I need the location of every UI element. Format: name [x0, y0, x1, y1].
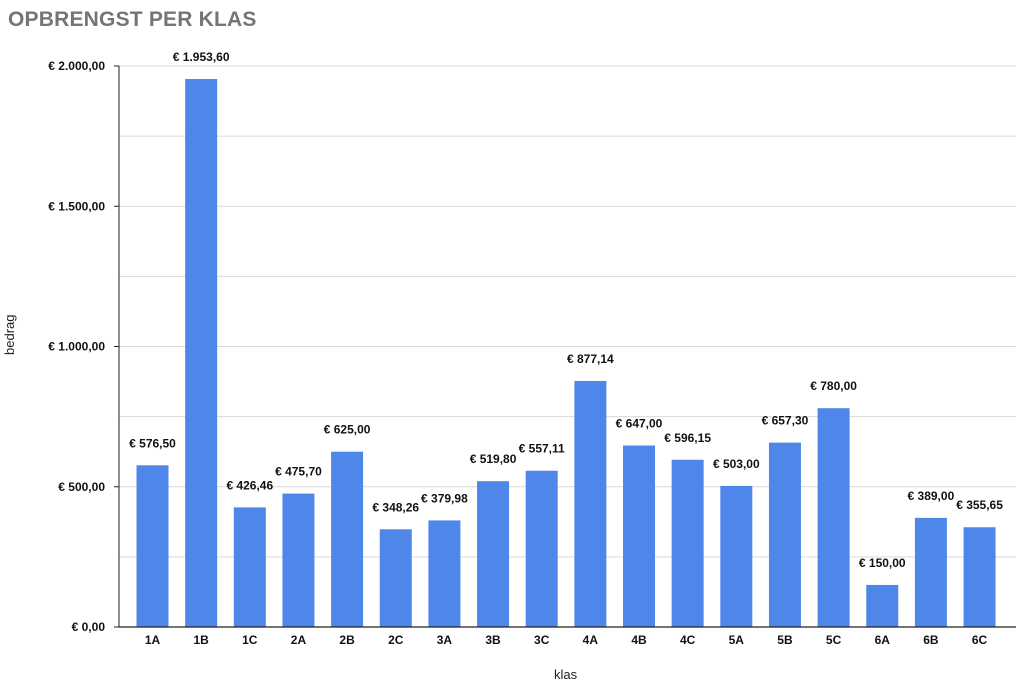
x-tick-label: 4A: [583, 633, 599, 647]
bar-1A: [136, 465, 169, 627]
x-tick-label: 2B: [339, 633, 355, 647]
y-tick-label: € 1.500,00: [48, 199, 105, 213]
data-labels: € 576,50 € 1.953,60 € 426,46€ 475,70 € 625,…: [129, 50, 1003, 570]
bar-3A: [428, 520, 461, 627]
bar-6A: [866, 584, 899, 627]
x-axis-label: klas: [554, 667, 578, 682]
data-label: € 1.953,60: [173, 50, 230, 64]
data-label: € 625,00: [324, 423, 371, 437]
x-tick-label: 4C: [680, 633, 696, 647]
bar-4B: [623, 445, 655, 627]
bar-6C: [963, 527, 996, 627]
bar-5B: [768, 442, 801, 627]
data-label: € 657,30: [762, 414, 809, 428]
x-tick-label: 3A: [437, 633, 453, 647]
bar-2B: [331, 451, 364, 627]
bar-3C: [525, 470, 558, 627]
data-label: € 576,50: [129, 436, 176, 450]
y-tick-label: € 500,00: [58, 480, 105, 494]
y-tick-labels: € 0,00 € 500,00 € 1.000,00 € 1.500,00 € 2.00…: [48, 59, 119, 634]
data-label: € 780,00: [810, 379, 857, 393]
bar-1B: [185, 79, 218, 627]
x-tick-label: 1C: [242, 633, 258, 647]
y-tick-label: € 2.000,00: [48, 59, 105, 73]
data-label: € 150,00: [859, 556, 906, 570]
bar-5A: [720, 485, 753, 627]
data-label: € 389,00: [908, 489, 955, 503]
x-tick-label: 5B: [777, 633, 793, 647]
data-label: € 596,15: [664, 431, 711, 445]
data-label: € 503,00: [713, 457, 760, 471]
x-tick-label: 5C: [826, 633, 842, 647]
bar-4C: [671, 459, 704, 627]
data-label: € 647,00: [616, 417, 663, 431]
x-tick-label: 2A: [291, 633, 307, 647]
bar-5C: [817, 408, 850, 627]
bar-3B: [477, 481, 510, 627]
x-tick-label: 4B: [631, 633, 647, 647]
x-tick-label: 1A: [145, 633, 161, 647]
x-tick-label: 3C: [534, 633, 550, 647]
x-tick-label: 2C: [388, 633, 404, 647]
data-label: € 426,46: [226, 478, 273, 492]
x-tick-label: 3B: [485, 633, 501, 647]
bars: [136, 79, 996, 627]
y-tick-label: € 1.000,00: [48, 340, 105, 354]
bar-4A: [574, 380, 607, 627]
x-tick-label: 6C: [972, 633, 988, 647]
y-tick-label: € 0,00: [72, 620, 106, 634]
x-tick-labels: 1A 1B 1C 2A 2B 2C 3A 3B 3C 4A 4B 4C 5A 5B 5C 6A 6B 6C: [145, 633, 988, 647]
y-axis-label: bedrag: [2, 314, 17, 355]
data-label: € 475,70: [275, 465, 322, 479]
data-label: € 557,11: [519, 442, 565, 456]
x-tick-label: 6B: [923, 633, 939, 647]
data-label: € 519,80: [470, 452, 517, 466]
grid-lines: [119, 65, 1016, 558]
data-label: € 877,14: [567, 352, 614, 366]
x-tick-label: 6A: [875, 633, 891, 647]
x-tick-label: 1B: [193, 633, 209, 647]
bar-2A: [282, 493, 315, 627]
data-label: € 379,98: [421, 491, 468, 505]
data-label: € 348,26: [372, 500, 419, 514]
bar-6B: [914, 517, 947, 627]
bar-2C: [379, 529, 412, 627]
x-tick-label: 5A: [729, 633, 745, 647]
chart-title: OPBRENGST PER KLAS: [8, 8, 257, 31]
data-label: € 355,65: [956, 498, 1003, 512]
bar-1C: [233, 507, 266, 627]
axes: [118, 66, 1016, 628]
